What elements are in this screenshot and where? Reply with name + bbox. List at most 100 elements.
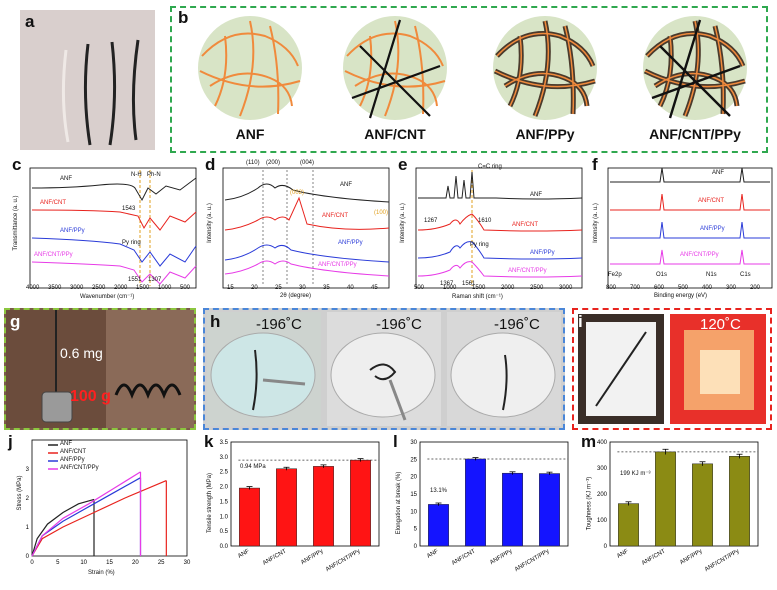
- panel-label-f: f: [592, 155, 598, 174]
- xps-series-anf-cnt-ppy: ANF/CNT/PPy: [680, 252, 719, 258]
- ftir-xtick-4: 2000: [114, 285, 128, 291]
- raman-xtick-1: 1000: [443, 285, 457, 291]
- xps-peak-c1s: C1s: [740, 272, 751, 278]
- category-label-1: ANF/CNT: [451, 548, 477, 566]
- ftir-chart: [29, 167, 197, 289]
- ftir-annot-nh: N-H: [131, 172, 142, 178]
- xps-peak-n1s: N1s: [706, 272, 717, 278]
- series-line-3: [31, 471, 141, 557]
- xrd-annot-002: (002): [290, 190, 305, 196]
- elongation-annot: 13.1%: [430, 488, 448, 494]
- panel-label-m: m: [581, 432, 597, 451]
- heating-temp-label: 120˚C: [700, 316, 741, 333]
- toughness-chart: 0 100 200 300 400 ANF ANF/CNT ANF/PPy ANF/CNT/PP…: [597, 440, 759, 574]
- category-label-3: ANF/CNT/PPy: [325, 549, 361, 574]
- temp-label-2: -196˚C: [376, 316, 422, 333]
- weight-mass-label: 0.6 mg: [60, 345, 103, 361]
- legend-anf-ppy: ANF/PPy: [60, 457, 85, 463]
- raman-anf-line: [418, 171, 583, 200]
- ftir-xtick-1: 3500: [48, 285, 62, 291]
- raman-xtick-2: 1500: [472, 285, 486, 291]
- xps-xtick-0: 800: [606, 285, 617, 291]
- weight-test-photo: [6, 310, 194, 428]
- ftir-anf-cnt-ppy-line: [31, 261, 197, 285]
- x-tick-label: 0: [30, 560, 34, 566]
- xps-series-anf: ANF: [712, 170, 724, 176]
- y-tick-label: 400: [597, 440, 608, 446]
- panel-label-h: h: [210, 312, 221, 331]
- plot-frame: [419, 441, 569, 547]
- category-label-1: ANF/CNT: [641, 548, 667, 566]
- tensile-ylabel: Tensile strength (MPa): [207, 472, 213, 534]
- raman-annot-1267: 1267: [424, 218, 438, 224]
- toughness-annot: 199 KJ m⁻³: [620, 471, 651, 477]
- ftir-anf-cnt-line: [31, 209, 197, 231]
- raman-xtick-4: 2500: [530, 285, 544, 291]
- category-label-0: ANF: [426, 548, 440, 559]
- bar-3: [539, 473, 560, 547]
- category-label-0: ANF: [237, 548, 251, 559]
- raman-anf-cnt-ppy-line: [417, 261, 583, 278]
- caption-anf-cnt: ANF/CNT: [364, 126, 426, 142]
- toughness-ylabel: Toughness (KJ m⁻³): [586, 476, 593, 531]
- y-tick-label: 15: [410, 492, 417, 498]
- bar-1: [655, 451, 676, 547]
- xrd-anf-ppy-line: [224, 244, 390, 263]
- panel-label-b: b: [178, 8, 189, 27]
- y-tick-label: 0: [414, 544, 418, 550]
- ftir-annot-1543: 1543: [122, 206, 136, 212]
- category-label-3: ANF/CNT/PPy: [704, 549, 740, 574]
- xps-chart: [607, 167, 773, 289]
- caption-anf: ANF: [235, 126, 265, 142]
- plot-frame: [230, 441, 380, 547]
- x-tick-label: 25: [158, 560, 165, 566]
- y-tick-label: 20: [410, 475, 417, 481]
- panel-label-k: k: [204, 432, 214, 451]
- raman-annot-1367: 1367: [440, 281, 454, 287]
- xps-peak-fe2p: Fe2p: [608, 272, 622, 278]
- xps-series-anf-ppy: ANF/PPy: [700, 226, 725, 232]
- y-tick-label: 0: [604, 544, 608, 550]
- panel-label-g: g: [10, 312, 21, 331]
- raman-series-anf: ANF: [530, 192, 542, 198]
- anf-network: [198, 16, 302, 120]
- weight-test-box: [4, 308, 196, 430]
- xrd-xlabel: 2θ (degree): [280, 293, 312, 299]
- ftir-series-anf-cnt: ANF/CNT: [40, 200, 66, 206]
- xps-peak-o1s: O1s: [656, 272, 668, 278]
- heating-box: [572, 308, 772, 430]
- panel-label-e: e: [398, 155, 408, 174]
- fiber-network-schematic: [198, 16, 747, 120]
- caption-anf-cnt-ppy: ANF/CNT/PPy: [649, 126, 741, 142]
- elongation-chart: 0 5 10 15 20 25 30 ANF ANF/CNT ANF/PPy ANF/CNT/PPy: [410, 440, 569, 573]
- y-tick-label: 10: [410, 509, 417, 515]
- ftir-xlabel: Wavenumber (cm⁻¹): [80, 294, 135, 300]
- ftir-annot-1307: 1307: [148, 277, 162, 283]
- ftir-anf-line: [31, 177, 197, 202]
- raman-series-anf-ppy: ANF/PPy: [530, 250, 555, 256]
- bar-3: [350, 459, 371, 547]
- panel-label-j: j: [8, 432, 13, 451]
- xps-xtick-5: 300: [726, 285, 737, 291]
- y-tick-label: 1: [26, 525, 30, 531]
- raman-chart: [415, 167, 583, 289]
- y-tick-label: 2.0: [220, 485, 229, 491]
- xrd-anf-cnt-line: [224, 196, 390, 231]
- y-tick-label: 1.0: [220, 514, 229, 520]
- bar-0: [239, 487, 260, 547]
- ftir-series-anf-cnt-ppy: ANF/CNT/PPy: [34, 252, 73, 258]
- xrd-ylabel: Intensity (a. u.): [207, 203, 213, 243]
- ftir-xtick-3: 2500: [92, 285, 106, 291]
- xps-ylabel: Intensity (a. u.): [593, 203, 599, 243]
- bar-0: [618, 503, 639, 547]
- y-tick-label: 300: [597, 466, 608, 472]
- bar-1: [465, 458, 486, 547]
- category-label-2: ANF/PPy: [489, 549, 513, 567]
- xps-anf-cnt-line: [610, 193, 770, 211]
- raman-annot-pyring: Py ring: [470, 242, 489, 248]
- xrd-annot-100: (100): [374, 210, 389, 216]
- panel-label-a: a: [25, 12, 35, 31]
- y-tick-label: 0.0: [220, 544, 229, 550]
- raman-xtick-0: 500: [414, 285, 425, 291]
- caption-anf-ppy: ANF/PPy: [515, 126, 575, 142]
